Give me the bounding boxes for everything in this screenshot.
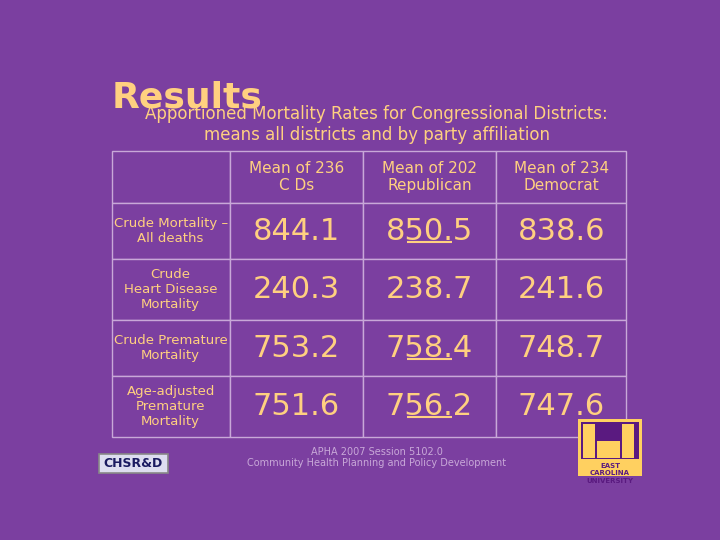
Bar — [99, 455, 168, 473]
Text: Results: Results — [112, 80, 263, 114]
Bar — [112, 376, 230, 437]
Text: 753.2: 753.2 — [253, 334, 340, 363]
Text: 850.5: 850.5 — [386, 217, 473, 246]
Bar — [363, 376, 496, 437]
Text: 747.6: 747.6 — [518, 392, 605, 421]
Bar — [112, 151, 230, 204]
Bar — [230, 151, 363, 204]
Text: 241.6: 241.6 — [518, 275, 605, 304]
Text: Mean of 202
Republican: Mean of 202 Republican — [382, 161, 477, 193]
Text: Crude
Heart Disease
Mortality: Crude Heart Disease Mortality — [124, 268, 217, 311]
Text: 844.1: 844.1 — [253, 217, 340, 246]
Bar — [230, 320, 363, 376]
Bar — [363, 259, 496, 320]
Text: 240.3: 240.3 — [253, 275, 340, 304]
Text: CHSR&D: CHSR&D — [104, 457, 163, 470]
Bar — [496, 320, 626, 376]
Text: Mean of 234
Democrat: Mean of 234 Democrat — [513, 161, 609, 193]
Text: Age-adjusted
Premature
Mortality: Age-adjusted Premature Mortality — [127, 385, 215, 428]
Bar — [230, 376, 363, 437]
Bar — [581, 422, 639, 459]
Bar — [621, 423, 634, 457]
Bar — [363, 151, 496, 204]
Bar — [112, 204, 230, 259]
Text: 756.2: 756.2 — [386, 392, 473, 421]
Text: 758.4: 758.4 — [386, 334, 473, 363]
Bar — [230, 204, 363, 259]
Text: Apportioned Mortality Rates for Congressional Districts:
means all districts and: Apportioned Mortality Rates for Congress… — [145, 105, 608, 144]
Text: Mean of 236
C Ds: Mean of 236 C Ds — [248, 161, 343, 193]
Text: 238.7: 238.7 — [386, 275, 473, 304]
Bar — [363, 204, 496, 259]
Bar — [112, 320, 230, 376]
Bar — [578, 419, 642, 476]
Bar — [496, 204, 626, 259]
Text: Crude Mortality –
All deaths: Crude Mortality – All deaths — [114, 217, 228, 245]
Text: EAST
CAROLINA
UNIVERSITY: EAST CAROLINA UNIVERSITY — [587, 463, 634, 484]
Text: 751.6: 751.6 — [253, 392, 340, 421]
Bar — [112, 259, 230, 320]
Text: APHA 2007 Session 5102.0
Community Health Planning and Policy Development: APHA 2007 Session 5102.0 Community Healt… — [247, 447, 506, 468]
Bar — [496, 376, 626, 437]
Bar — [363, 320, 496, 376]
Bar — [597, 441, 620, 457]
Bar — [583, 423, 595, 457]
Bar — [496, 151, 626, 204]
Text: 748.7: 748.7 — [518, 334, 605, 363]
Text: Crude Premature
Mortality: Crude Premature Mortality — [114, 334, 228, 362]
Bar — [230, 259, 363, 320]
Bar — [496, 259, 626, 320]
Text: 838.6: 838.6 — [518, 217, 605, 246]
